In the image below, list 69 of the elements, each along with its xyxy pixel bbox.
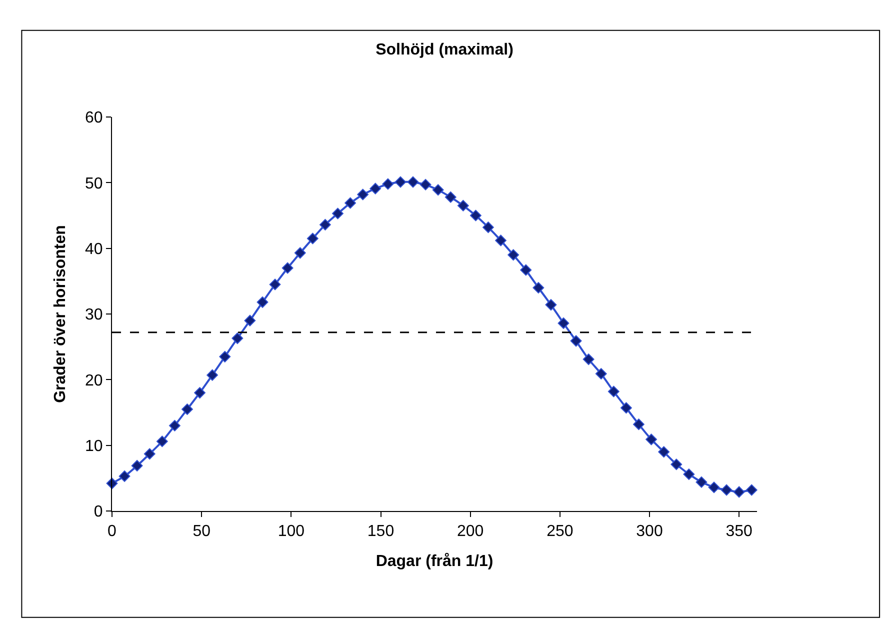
point xyxy=(244,314,256,326)
point xyxy=(482,222,494,234)
point xyxy=(646,434,657,446)
point xyxy=(444,191,456,203)
point xyxy=(432,184,444,196)
point xyxy=(206,369,218,381)
point xyxy=(256,296,268,308)
point xyxy=(620,402,632,414)
point xyxy=(696,476,708,488)
point xyxy=(118,470,130,482)
x-tick-label: 350 xyxy=(726,523,753,540)
point xyxy=(532,282,544,294)
point xyxy=(708,482,720,494)
point xyxy=(306,232,318,244)
point xyxy=(720,484,732,496)
point xyxy=(495,234,506,246)
point xyxy=(232,332,244,344)
point xyxy=(545,299,557,311)
point xyxy=(332,208,344,220)
point xyxy=(733,486,745,498)
point xyxy=(508,249,520,261)
chart-title: Solhöjd (maximal) xyxy=(376,42,514,59)
point xyxy=(382,178,394,190)
point xyxy=(608,386,620,398)
point xyxy=(269,278,281,290)
point xyxy=(182,404,193,415)
x-tick-label: 200 xyxy=(456,523,484,540)
point xyxy=(470,210,482,222)
point xyxy=(420,178,432,190)
point xyxy=(194,387,206,398)
point xyxy=(520,264,532,276)
point xyxy=(144,448,156,460)
x-tick-label: 0 xyxy=(108,523,117,540)
point xyxy=(357,188,369,200)
point xyxy=(394,176,406,188)
point xyxy=(558,317,570,329)
point xyxy=(169,420,180,432)
x-axis-title: Dagar (från 1/1) xyxy=(376,552,494,570)
y-tick-label: 20 xyxy=(85,372,103,390)
x-tick-label: 100 xyxy=(278,523,305,540)
x-tick-label: 150 xyxy=(367,523,394,540)
x-tick-label: 300 xyxy=(636,523,663,540)
point xyxy=(746,484,758,496)
point xyxy=(131,460,143,472)
point xyxy=(294,247,306,259)
point xyxy=(156,436,168,448)
y-tick-label: 30 xyxy=(85,306,103,324)
point xyxy=(320,218,331,230)
y-tick-label: 0 xyxy=(94,504,103,521)
point xyxy=(683,468,695,480)
point xyxy=(282,262,294,274)
point xyxy=(407,176,419,188)
x-tick-label: 50 xyxy=(192,523,211,540)
point xyxy=(457,200,469,212)
y-tick-label: 40 xyxy=(85,240,103,258)
point xyxy=(370,182,382,194)
y-tick-label: 50 xyxy=(85,175,103,192)
point xyxy=(344,197,356,209)
y-axis-title: Grader över horisonten xyxy=(52,225,69,403)
y-tick-label: 60 xyxy=(85,110,103,127)
point xyxy=(658,446,670,458)
point xyxy=(595,368,607,380)
point xyxy=(570,335,582,347)
x-tick-label: 250 xyxy=(546,523,574,540)
y-tick-label: 10 xyxy=(85,438,103,455)
point xyxy=(219,350,231,362)
point xyxy=(582,354,594,366)
point xyxy=(670,458,682,470)
point xyxy=(633,418,644,430)
